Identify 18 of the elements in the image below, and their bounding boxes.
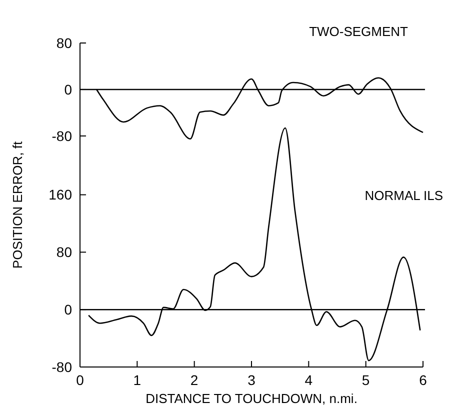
- y-tick-label: 0: [64, 301, 72, 318]
- x-tick-label: 0: [76, 372, 84, 388]
- y-tick-label: -80: [52, 128, 72, 144]
- x-tick-label: 3: [248, 372, 256, 388]
- y-tick-label: 0: [64, 81, 72, 98]
- x-tick-label: 6: [419, 372, 428, 388]
- y-tick-label: -80: [52, 358, 72, 375]
- x-tick-label: 4: [304, 372, 313, 388]
- y-tick-label: 160: [48, 186, 72, 203]
- x-axis-title: DISTANCE TO TOUCHDOWN, n.mi.: [146, 391, 358, 406]
- x-tick-label: 1: [133, 372, 142, 388]
- text: NORMAL ILS: [364, 188, 444, 203]
- y-tick-label: 80: [56, 244, 72, 260]
- x-tick-label: 2: [190, 372, 198, 388]
- y-axis-title: POSITION ERROR, ft: [10, 141, 25, 269]
- text: TWO-SEGMENT: [309, 24, 408, 39]
- y-tick-label: 80: [56, 34, 72, 51]
- x-tick-label: 5: [362, 372, 370, 388]
